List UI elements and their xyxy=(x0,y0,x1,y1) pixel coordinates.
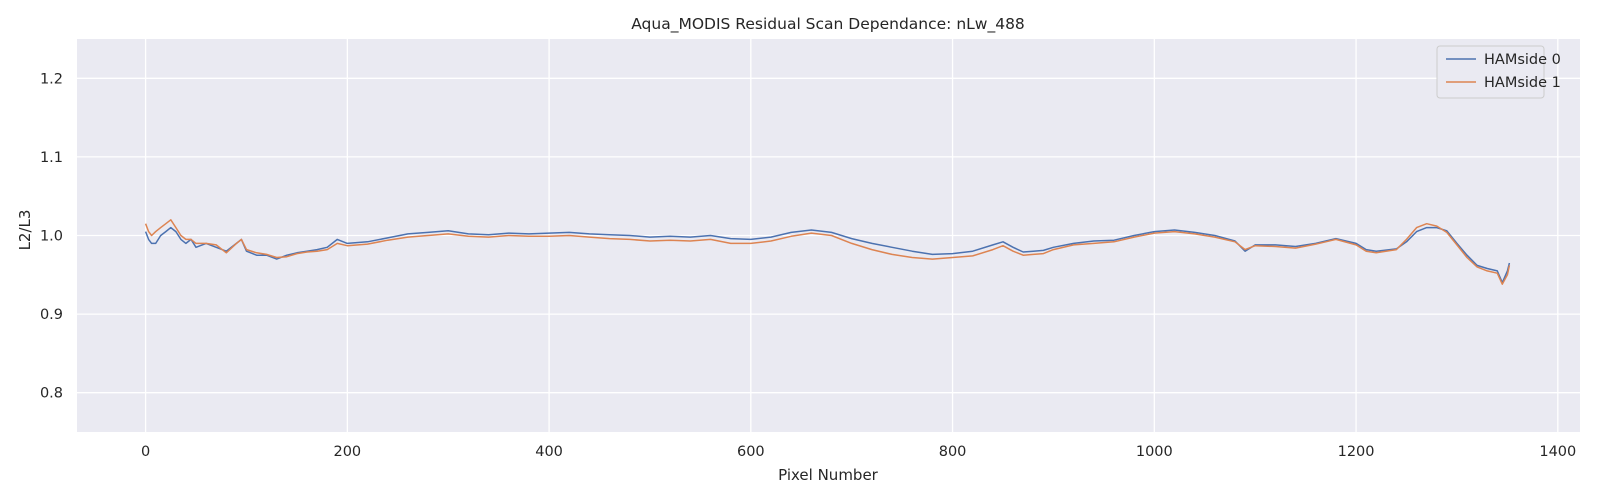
x-tick-label: 0 xyxy=(141,444,150,460)
series-line-hamside-1 xyxy=(144,219,1511,285)
x-axis-ticks: 0 200 400 600 800 1000 1200 1400 xyxy=(141,444,1576,460)
series-layer xyxy=(144,219,1511,285)
x-tick-label: 600 xyxy=(737,444,765,460)
x-tick-label: 1200 xyxy=(1338,444,1375,460)
y-tick-label: 1.1 xyxy=(40,150,63,166)
legend: HAMside 0 HAMside 1 xyxy=(1436,45,1561,99)
y-tick-label: 1.2 xyxy=(40,71,63,87)
x-tick-label: 1400 xyxy=(1539,444,1576,460)
x-tick-label: 1000 xyxy=(1136,444,1173,460)
x-tick-label: 400 xyxy=(535,444,563,460)
y-tick-label: 1.0 xyxy=(40,229,63,245)
x-tick-label: 800 xyxy=(939,444,967,460)
y-axis-ticks: 0.8 0.9 1.0 1.1 1.2 xyxy=(40,71,63,401)
legend-label-hamside-1: HAMside 1 xyxy=(1484,75,1561,91)
chart-title: Aqua_MODIS Residual Scan Dependance: nLw… xyxy=(631,15,1025,34)
x-tick-label: 200 xyxy=(333,444,361,460)
x-axis-label: Pixel Number xyxy=(778,466,879,484)
y-tick-label: 0.8 xyxy=(40,386,63,402)
y-axis-label: L2/L3 xyxy=(16,210,34,251)
legend-label-hamside-0: HAMside 0 xyxy=(1484,52,1561,68)
y-tick-label: 0.9 xyxy=(40,307,63,323)
